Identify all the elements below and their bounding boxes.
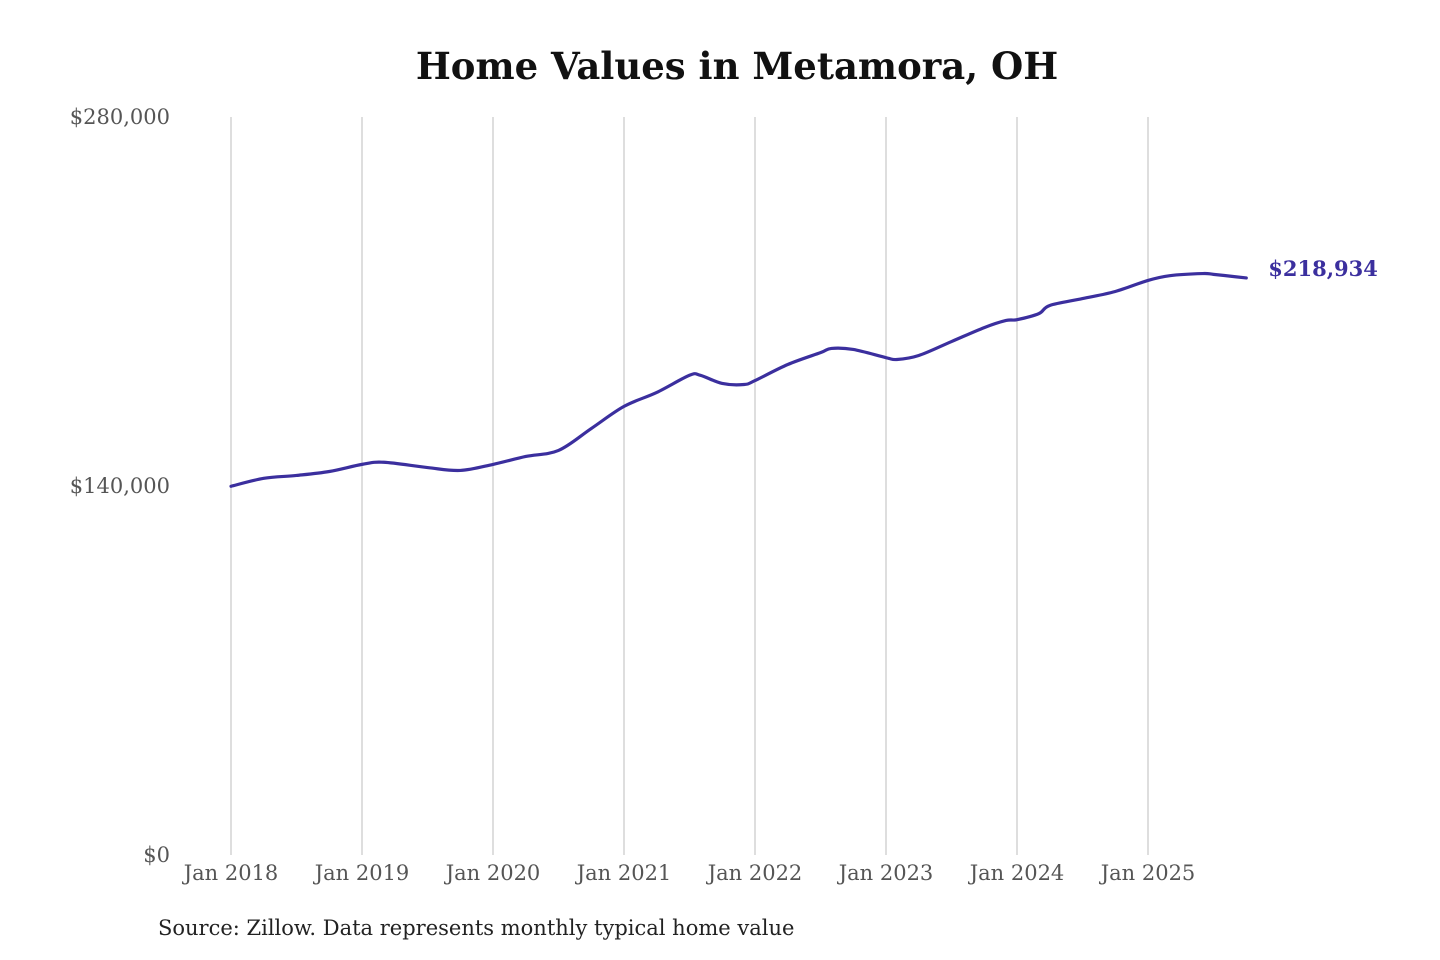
end-value-label: $218,934 (1268, 256, 1378, 281)
source-note: Source: Zillow. Data represents monthly … (158, 916, 795, 940)
series-line (229, 271, 1248, 488)
x-tick-label: Jan 2025 (1099, 861, 1196, 885)
y-tick-label: $0 (143, 843, 170, 867)
y-tick-label: $140,000 (70, 474, 170, 498)
y-tick-label: $280,000 (70, 105, 170, 129)
x-tick-label: Jan 2020 (444, 861, 541, 885)
x-tick-label: Jan 2024 (968, 861, 1065, 885)
x-tick-label: Jan 2021 (575, 861, 672, 885)
x-tick-label: Jan 2019 (313, 861, 410, 885)
chart-title: Home Values in Metamora, OH (415, 44, 1059, 88)
x-tick-label: Jan 2018 (182, 861, 279, 885)
x-tick-label: Jan 2022 (706, 861, 803, 885)
x-tick-label: Jan 2023 (837, 861, 934, 885)
